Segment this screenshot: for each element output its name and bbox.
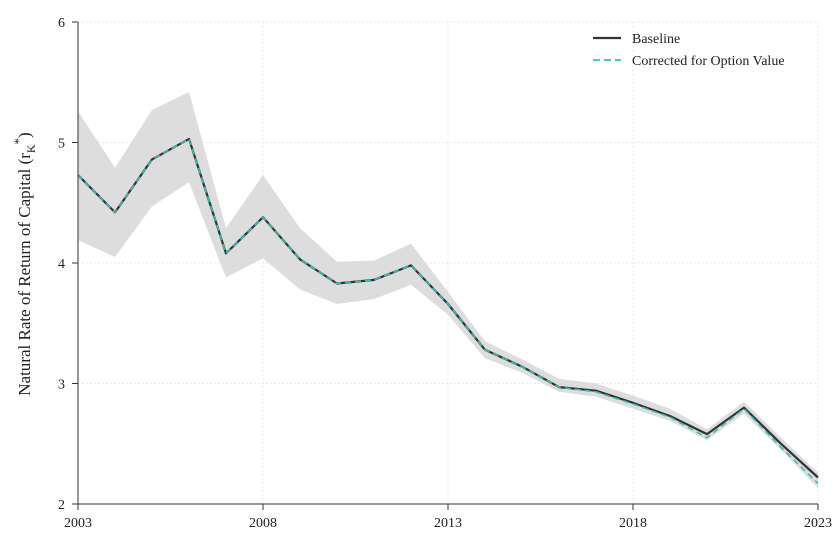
series-lines (77, 137, 819, 485)
y-tick-label: 3 (58, 378, 65, 393)
confidence-band (78, 91, 818, 489)
legend-label-corrected: Corrected for Option Value (632, 54, 785, 69)
y-tick-label: 2 (58, 498, 65, 513)
legend-label-baseline: Baseline (632, 32, 680, 47)
x-axis-ticks: 2003 2008 2013 2018 2023 (64, 504, 832, 531)
x-tick-label: 2008 (249, 516, 277, 531)
y-tick-label: 4 (58, 257, 65, 272)
legend: Baseline Corrected for Option Value (593, 32, 785, 69)
gridlines (78, 21, 819, 505)
x-tick-label: 2023 (804, 516, 832, 531)
y-tick-label: 5 (58, 137, 65, 152)
y-tick-label: 6 (58, 16, 65, 31)
x-tick-label: 2003 (64, 516, 92, 531)
x-tick-label: 2018 (619, 516, 647, 531)
y-axis-label: Natural Rate of Return of Capital (rK*) (11, 132, 38, 395)
y-axis-ticks: 2 3 4 5 6 (58, 16, 78, 513)
x-tick-label: 2013 (434, 516, 462, 531)
series-line-corrected (77, 138, 819, 485)
